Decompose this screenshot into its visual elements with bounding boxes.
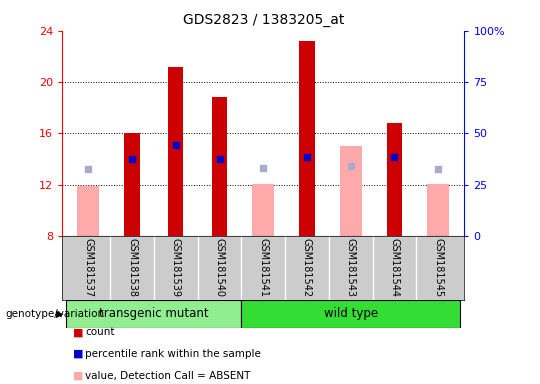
Text: value, Detection Call = ABSENT: value, Detection Call = ABSENT (85, 371, 251, 381)
Text: GSM181540: GSM181540 (214, 238, 225, 297)
Bar (241, 300, 460, 328)
Text: GSM181545: GSM181545 (433, 238, 443, 297)
Title: GDS2823 / 1383205_at: GDS2823 / 1383205_at (183, 13, 344, 27)
Text: percentile rank within the sample: percentile rank within the sample (85, 349, 261, 359)
Text: GSM181542: GSM181542 (302, 238, 312, 297)
Text: transgenic mutant: transgenic mutant (99, 308, 209, 320)
Text: GSM181544: GSM181544 (389, 238, 400, 297)
Text: GSM181539: GSM181539 (171, 238, 181, 297)
Bar (340, 146, 362, 236)
Text: GSM181543: GSM181543 (346, 238, 356, 297)
Text: ■: ■ (73, 327, 83, 337)
Bar (252, 184, 274, 236)
Text: GSM181538: GSM181538 (127, 238, 137, 297)
Bar (427, 184, 449, 236)
Bar (124, 134, 140, 236)
Bar (66, 300, 241, 328)
Bar (387, 123, 402, 236)
Text: GSM181541: GSM181541 (258, 238, 268, 297)
Text: count: count (85, 327, 115, 337)
Text: GSM181537: GSM181537 (83, 238, 93, 297)
Text: ▶: ▶ (56, 309, 63, 319)
Text: genotype/variation: genotype/variation (5, 309, 105, 319)
Bar (212, 98, 227, 236)
Bar (299, 41, 315, 236)
Text: wild type: wild type (323, 308, 378, 320)
Text: ■: ■ (73, 349, 83, 359)
Bar (168, 67, 184, 236)
Bar (77, 186, 99, 236)
Text: ■: ■ (73, 371, 83, 381)
